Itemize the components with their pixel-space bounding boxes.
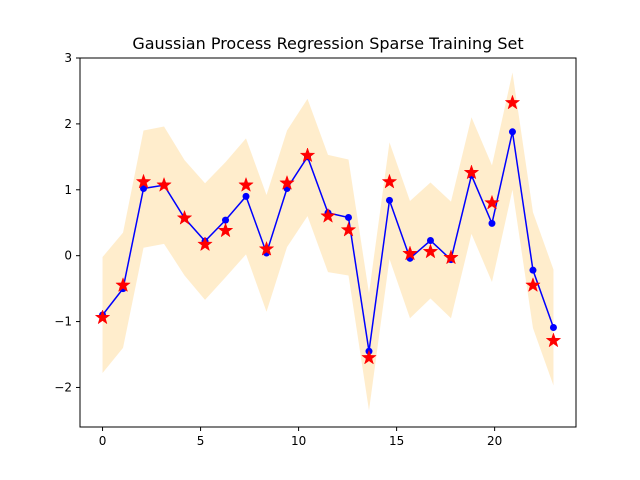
observation-point	[176, 209, 193, 225]
prediction-point	[222, 216, 230, 224]
prediction-point	[344, 213, 352, 221]
observation-point	[443, 249, 459, 265]
observation-point	[484, 194, 500, 210]
observation-point	[504, 94, 521, 110]
observation-point	[463, 164, 480, 180]
prediction-point	[140, 184, 148, 192]
observation-point	[135, 173, 152, 189]
observation-point	[299, 147, 316, 163]
observation-point	[422, 243, 439, 259]
y-tick-label: −2	[54, 380, 72, 394]
plot-area	[94, 72, 562, 411]
y-tick-label: 2	[64, 117, 72, 131]
observation-point	[197, 236, 213, 252]
x-axis: 0 5 10 15 20	[99, 427, 502, 448]
prediction-point	[529, 266, 537, 274]
observation-point	[258, 240, 275, 256]
chart-title: Gaussian Process Regression Sparse Train…	[132, 34, 523, 53]
prediction-point	[242, 192, 250, 200]
x-tick-label: 15	[389, 434, 404, 448]
observation-point	[525, 277, 541, 293]
observation-point	[340, 221, 357, 237]
observation-point	[238, 176, 254, 192]
observation-point	[94, 309, 111, 325]
prediction-point	[488, 219, 496, 227]
observation-point	[320, 207, 336, 223]
y-tick-label: 0	[64, 249, 72, 263]
observation-point	[279, 174, 295, 190]
observation-point	[545, 332, 562, 348]
prediction-point	[549, 324, 557, 332]
observation-point	[402, 245, 418, 261]
observation-point	[156, 176, 172, 192]
x-tick-label: 10	[291, 434, 306, 448]
prediction-point	[385, 196, 393, 204]
y-tick-label: 3	[64, 51, 72, 65]
y-tick-label: −1	[54, 315, 72, 329]
y-tick-label: 1	[64, 183, 72, 197]
x-tick-label: 5	[197, 434, 205, 448]
observation-point	[361, 349, 377, 365]
observation-point	[381, 173, 398, 189]
x-tick-label: 20	[487, 434, 502, 448]
prediction-point	[508, 128, 516, 136]
confidence-band	[102, 72, 554, 411]
observation-point	[115, 277, 131, 293]
prediction-point	[426, 237, 434, 245]
observation-point	[217, 222, 234, 238]
axes-frame	[79, 57, 577, 428]
y-axis: −2 −1 0 1 2 3	[54, 51, 80, 394]
x-tick-label: 0	[99, 434, 107, 448]
